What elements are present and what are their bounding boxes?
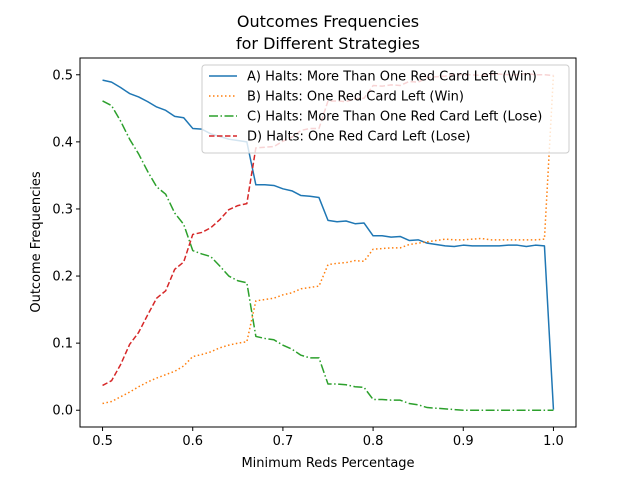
x-axis-label: Minimum Reds Percentage [241, 456, 414, 471]
y-tick-label: 0.1 [52, 337, 73, 352]
y-axis-ticks: 0.0 0.1 0.2 0.3 0.4 0.5 [52, 68, 80, 419]
y-tick-label: 0.5 [52, 68, 73, 83]
x-tick-label: 0.9 [453, 434, 474, 449]
chart-title-line-2: for Different Strategies [236, 34, 420, 53]
x-tick-label: 0.7 [273, 434, 294, 449]
y-tick-label: 0.2 [52, 270, 73, 285]
y-tick-label: 0.0 [52, 404, 73, 419]
y-tick-label: 0.4 [52, 135, 73, 150]
x-axis-ticks: 0.5 0.6 0.7 0.8 0.9 1.0 [92, 427, 564, 449]
legend-label: C) Halts: More Than One Red Card Left (L… [247, 110, 542, 125]
y-axis-label: Outcome Frequencies [29, 171, 44, 313]
x-tick-label: 1.0 [543, 434, 564, 449]
chart-title-line-1: Outcomes Frequencies [237, 12, 419, 31]
plot-frame [79, 57, 577, 428]
legend-label: B) Halts: One Red Card Left (Win) [247, 90, 464, 105]
x-tick-label: 0.6 [182, 434, 203, 449]
x-tick-label: 0.5 [92, 434, 113, 449]
legend: A) Halts: More Than One Red Card Left (W… [201, 64, 570, 154]
x-tick-label: 0.8 [363, 434, 384, 449]
y-tick-label: 0.3 [52, 202, 73, 217]
series-line-3 [102, 100, 554, 411]
legend-box [201, 64, 570, 154]
legend-label: A) Halts: More Than One Red Card Left (W… [247, 70, 537, 85]
legend-label: D) Halts: One Red Card Left (Lose) [247, 130, 470, 145]
series-line-1 [102, 79, 555, 410]
